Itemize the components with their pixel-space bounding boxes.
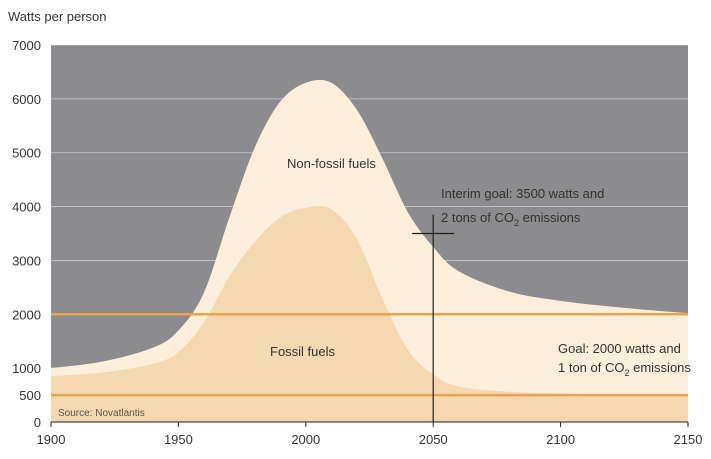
- interim-goal-line1: Interim goal: 3500 watts and: [441, 186, 604, 201]
- x-tick-label: 2000: [291, 432, 320, 447]
- y-tick-label: 5000: [12, 146, 41, 161]
- goal-lines: [51, 313, 688, 397]
- y-tick-label: 4000: [12, 200, 41, 215]
- x-tick-label: 1950: [164, 432, 193, 447]
- non-fossil-label: Non-fossil fuels: [287, 156, 376, 171]
- goal-line2: 1 ton of CO2 emissions: [558, 360, 691, 378]
- y-tick-label: 3000: [12, 253, 41, 268]
- interim-goal-marker: [412, 214, 455, 422]
- y-tick-label: 6000: [12, 92, 41, 107]
- x-tick-label: 2050: [419, 432, 448, 447]
- axes: 1900 1950 2000 2050 2100 2150 0 500 1000 2000 3000…: [12, 38, 702, 447]
- y-tick-label: 2000: [12, 307, 41, 322]
- x-tick-label: 2100: [546, 432, 575, 447]
- source-note: Source: Novatlantis: [58, 408, 145, 419]
- x-tick-label: 2150: [674, 432, 703, 447]
- goal-line1: Goal: 2000 watts and: [558, 341, 681, 356]
- y-tick-label: 0: [34, 415, 41, 430]
- y-tick-label: 500: [19, 388, 41, 403]
- x-tick-label: 1900: [37, 432, 66, 447]
- fossil-label: Fossil fuels: [270, 344, 336, 359]
- y-axis-label: Watts per person: [8, 9, 107, 24]
- y-tick-label: 7000: [12, 38, 41, 53]
- interim-goal-line2: 2 tons of CO2 emissions: [441, 210, 581, 228]
- y-tick-label: 1000: [12, 361, 41, 376]
